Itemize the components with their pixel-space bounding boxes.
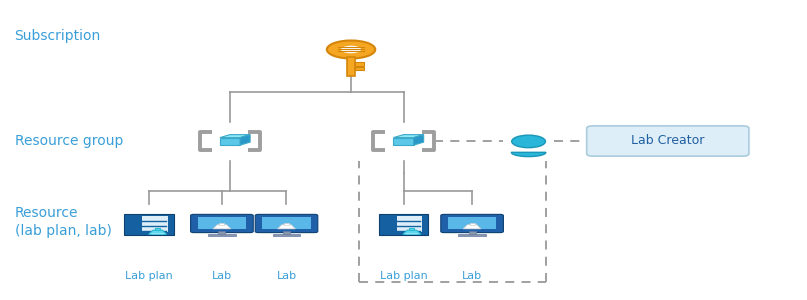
FancyBboxPatch shape (155, 228, 161, 230)
Polygon shape (278, 225, 295, 229)
Polygon shape (394, 135, 424, 138)
FancyBboxPatch shape (355, 62, 365, 65)
Polygon shape (463, 225, 481, 229)
Polygon shape (148, 230, 166, 234)
FancyBboxPatch shape (124, 214, 174, 235)
Circle shape (512, 135, 546, 148)
FancyBboxPatch shape (347, 57, 355, 76)
FancyBboxPatch shape (262, 217, 311, 229)
FancyBboxPatch shape (587, 126, 749, 156)
FancyBboxPatch shape (132, 225, 136, 226)
Text: Subscription: Subscription (15, 29, 101, 43)
FancyBboxPatch shape (255, 214, 318, 232)
Polygon shape (220, 135, 250, 138)
FancyBboxPatch shape (283, 231, 290, 235)
FancyBboxPatch shape (132, 230, 136, 231)
Text: Lab Creator: Lab Creator (631, 134, 705, 148)
Text: Lab: Lab (462, 271, 482, 281)
FancyBboxPatch shape (273, 234, 300, 236)
Text: Lab: Lab (212, 271, 232, 281)
Polygon shape (394, 138, 413, 145)
Polygon shape (220, 138, 240, 145)
FancyBboxPatch shape (142, 216, 168, 232)
Text: Resource group: Resource group (15, 134, 123, 148)
Text: Lab plan: Lab plan (379, 271, 428, 281)
FancyBboxPatch shape (219, 231, 225, 235)
Polygon shape (240, 135, 250, 145)
FancyBboxPatch shape (284, 223, 289, 225)
FancyBboxPatch shape (396, 216, 422, 232)
FancyBboxPatch shape (469, 231, 475, 235)
FancyBboxPatch shape (190, 214, 253, 232)
FancyBboxPatch shape (409, 228, 415, 230)
FancyBboxPatch shape (386, 225, 390, 226)
Polygon shape (213, 225, 231, 229)
Polygon shape (413, 135, 424, 145)
FancyBboxPatch shape (208, 234, 236, 236)
FancyBboxPatch shape (355, 67, 365, 70)
FancyBboxPatch shape (448, 217, 496, 229)
FancyBboxPatch shape (386, 230, 390, 231)
Polygon shape (403, 230, 420, 234)
Polygon shape (404, 233, 420, 234)
FancyBboxPatch shape (378, 214, 429, 235)
Polygon shape (149, 233, 165, 234)
FancyBboxPatch shape (441, 214, 504, 232)
Circle shape (327, 40, 375, 58)
FancyBboxPatch shape (386, 220, 390, 222)
FancyBboxPatch shape (220, 223, 224, 225)
Text: Lab plan: Lab plan (125, 271, 174, 281)
Text: Lab: Lab (277, 271, 296, 281)
FancyBboxPatch shape (132, 220, 136, 222)
Polygon shape (512, 152, 546, 157)
Circle shape (341, 46, 362, 53)
Text: Resource
(lab plan, lab): Resource (lab plan, lab) (15, 206, 111, 238)
FancyBboxPatch shape (470, 223, 475, 225)
FancyBboxPatch shape (198, 217, 246, 229)
FancyBboxPatch shape (458, 234, 486, 236)
